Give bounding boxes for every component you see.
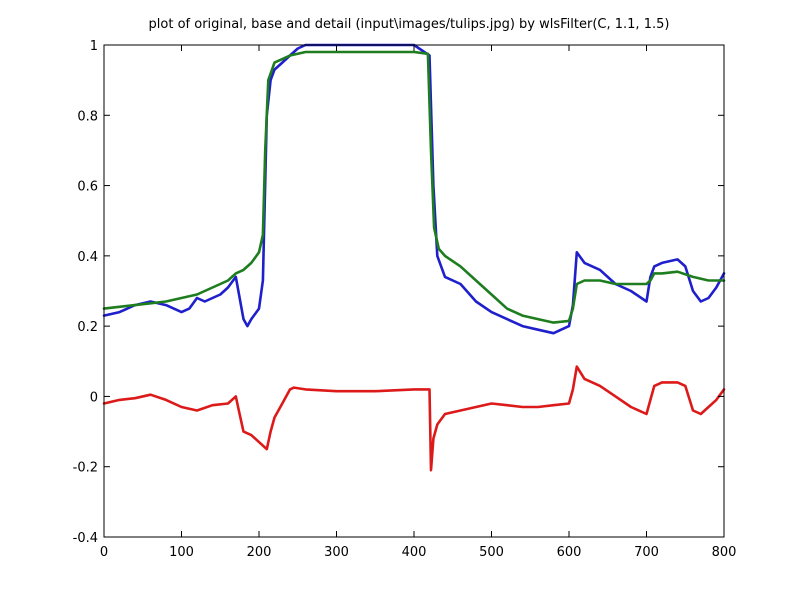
y-tick-label: 0.4: [77, 250, 98, 265]
y-tick-label: 0: [90, 390, 98, 405]
y-tick-label: 0.8: [77, 109, 98, 124]
series-layer: [102, 43, 726, 472]
x-tick-label: 500: [479, 545, 504, 560]
chart-title: plot of original, base and detail (input…: [149, 17, 670, 32]
series-line-original: [102, 43, 726, 335]
x-tick-label: 400: [402, 545, 427, 560]
series-line-base: [102, 50, 726, 324]
x-tick-label: 800: [712, 545, 737, 560]
y-tick-label: 0.6: [77, 180, 98, 195]
axis-layer: 0 100 200 300 400 500 600 700 800 -0.4 -0.2 0 0.2 0.4…: [73, 39, 737, 560]
x-tick-label: 700: [634, 545, 659, 560]
x-tick-label: 600: [557, 545, 582, 560]
y-tick-label: -0.2: [73, 461, 98, 476]
y-tick-label: -0.4: [73, 531, 98, 546]
y-tick-label: 0.2: [77, 320, 98, 335]
x-tick-label: 0: [100, 545, 108, 560]
x-tick-label: 300: [324, 545, 349, 560]
x-tick-label: 200: [247, 545, 272, 560]
series-line-detail: [102, 365, 726, 472]
y-tick-label: 1: [90, 39, 98, 54]
x-tick-label: 100: [169, 545, 194, 560]
